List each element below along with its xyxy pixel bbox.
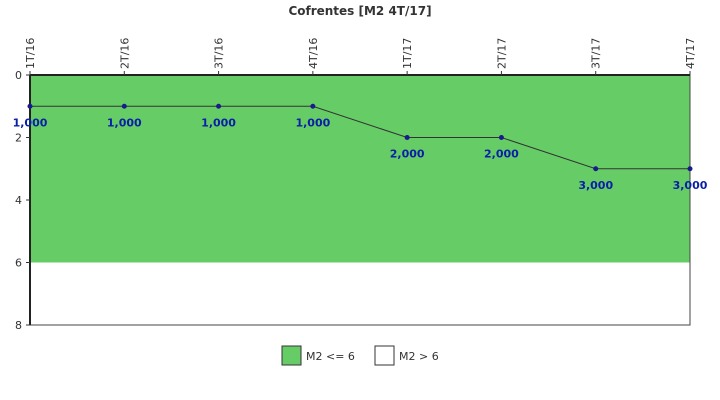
series-line [30,105,690,170]
legend-swatch [374,345,395,366]
series-layer: 1,000 1,000 1,000 1,000 2,000 2,000 3,000 3,000 [13,103,708,192]
data-point [310,103,316,109]
y-tick-label: 8 [15,319,22,332]
data-point [404,135,410,140]
x-tick-label: 3T/17 [590,38,603,69]
data-label: 1,000 [295,116,330,129]
data-point [498,135,504,140]
y-tick-label: 2 [15,132,22,145]
x-tick-label: 2T/16 [118,38,131,69]
data-point [121,103,127,109]
data-point [27,103,33,109]
chart-title: Cofrentes [M2 4T/17] [288,4,431,18]
legend: M2 <= 6 M2 > 6 [281,345,439,366]
data-label: 2,000 [484,148,519,161]
y-tick-label: 4 [15,194,22,207]
legend-label: M2 <= 6 [306,350,355,363]
x-tick-label: 3T/16 [213,38,226,69]
y-tick-label: 6 [15,257,22,270]
data-label: 1,000 [107,116,142,129]
data-label: 2,000 [390,148,425,161]
x-tick-label: 2T/17 [495,38,508,69]
x-tick-label: 1T/16 [24,38,37,69]
x-axis: 1T/16 2T/16 3T/16 4T/16 1T/17 2T/17 3T/17 4T/17 [24,38,697,75]
y-tick-label: 0 [15,69,22,82]
band-layer [30,75,690,325]
data-label: 3,000 [578,179,613,192]
band-0 [30,75,690,263]
data-label: 1,000 [201,116,236,129]
data-label: 3,000 [673,179,708,192]
data-point [593,166,599,172]
data-point [687,166,693,172]
data-point [216,103,222,109]
data-label: 1,000 [13,116,48,129]
x-tick-label: 4T/17 [684,38,697,69]
band-1 [30,262,690,325]
legend-label: M2 > 6 [399,350,439,363]
legend-swatch [281,345,302,366]
x-tick-label: 4T/16 [307,38,320,69]
y-axis: 0 2 4 6 8 [15,69,30,332]
x-tick-label: 1T/17 [401,38,414,69]
